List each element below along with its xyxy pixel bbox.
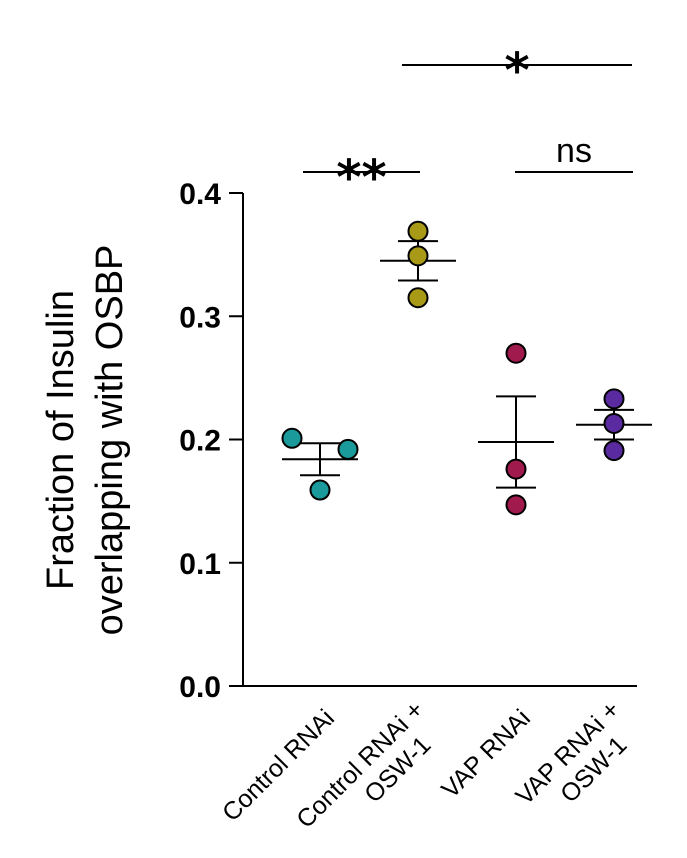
data-point [309,479,331,501]
y-axis-label-line: overlapping with OSBP [89,245,131,636]
data-point [407,245,429,267]
y-tick-label: 0.1 [179,548,221,581]
significance-brackets: ** ns * [303,43,633,206]
data-point [603,440,625,462]
y-tick-label: 0.2 [179,425,221,458]
data-point [603,388,625,410]
significance-label: ns [556,132,592,170]
y-tick-label: 0.0 [179,671,221,704]
data-point [505,494,527,516]
y-axis-label: Fraction of Insulin overlapping with OSBP [40,245,131,636]
data-point [505,342,527,364]
significance-label: * [504,43,529,99]
data-point [281,427,303,449]
y-ticks: 0.0 0.1 0.2 0.3 0.4 [179,178,243,704]
y-tick-label: 0.3 [179,301,221,334]
data-point [407,287,429,309]
data-point [505,458,527,480]
data-point [337,438,359,460]
data-point [603,412,625,434]
y-axis-label-line: Fraction of Insulin [40,290,82,590]
significance-label: ** [336,150,386,206]
y-tick-label: 0.4 [179,178,221,211]
data-point [407,220,429,242]
category-label: VAP RNAi +OSW-1 [510,696,632,811]
data-points [281,220,625,516]
error-bars [282,240,652,489]
